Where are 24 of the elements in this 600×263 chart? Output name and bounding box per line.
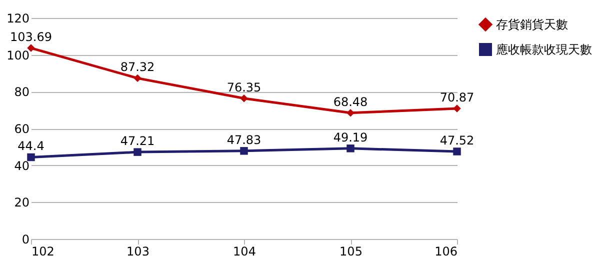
y-tick-label: 120	[6, 12, 30, 26]
x-tick-label: 104	[233, 244, 256, 258]
data-label: 49.19	[333, 130, 368, 144]
y-tick-label: 100	[6, 48, 30, 62]
data-label: 44.4	[18, 139, 44, 154]
legend-label: 應收帳款收現天數	[496, 42, 592, 56]
data-label: 103.69	[10, 30, 52, 44]
x-tick-label: 106	[434, 244, 458, 258]
x-tick-label: 105	[340, 244, 362, 258]
x-tick-label: 103	[126, 244, 150, 258]
data-label: 47.21	[120, 134, 155, 148]
data-label: 68.48	[333, 94, 368, 109]
y-tick-label: 60	[14, 122, 30, 136]
data-label: 87.32	[120, 60, 155, 74]
data-label: 47.83	[226, 132, 262, 147]
data-label: 47.52	[440, 133, 474, 148]
y-tick-label: 20	[14, 196, 30, 210]
x-tick-label: 102	[32, 244, 54, 258]
legend-label: 存貨銷貨天數	[496, 18, 568, 32]
y-tick-label: 40	[14, 158, 30, 173]
y-tick-label: 0	[22, 232, 30, 246]
y-tick-label: 80	[14, 85, 30, 100]
data-label: 76.35	[226, 80, 262, 94]
data-label: 70.87	[440, 90, 474, 104]
